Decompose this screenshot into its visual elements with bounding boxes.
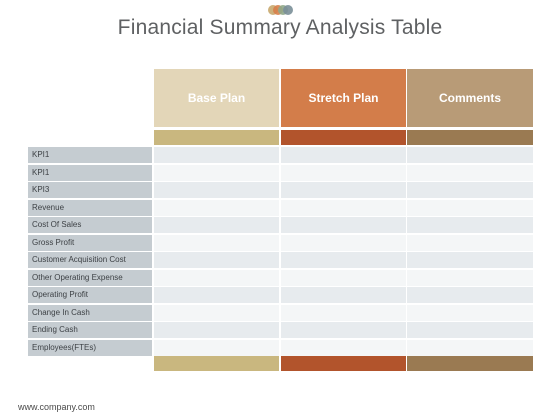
table-cell[interactable] — [407, 252, 533, 268]
table-cell[interactable] — [154, 182, 279, 198]
column-accent-bar-top — [407, 130, 533, 145]
table-cell[interactable] — [281, 235, 406, 251]
table-cell[interactable] — [154, 217, 279, 233]
column-accent-bar-bottom — [407, 355, 533, 371]
table-cell[interactable] — [154, 200, 279, 216]
table-cell[interactable] — [407, 270, 533, 286]
table-cell[interactable] — [407, 217, 533, 233]
row-label: Gross Profit — [28, 235, 152, 251]
logo-dots-icon — [268, 5, 294, 15]
table-cell[interactable] — [281, 270, 406, 286]
table-cell[interactable] — [407, 287, 533, 303]
table-cell[interactable] — [281, 252, 406, 268]
table-cell[interactable] — [407, 235, 533, 251]
table-cell[interactable] — [154, 322, 279, 338]
table-cell[interactable] — [281, 322, 406, 338]
table-cell[interactable] — [407, 305, 533, 321]
table-cell[interactable] — [154, 270, 279, 286]
column-accent-bar-bottom — [281, 355, 406, 371]
table-cell[interactable] — [281, 305, 406, 321]
table-cell[interactable] — [407, 322, 533, 338]
row-label: Revenue — [28, 200, 152, 216]
footer-website: www.company.com — [18, 402, 95, 412]
row-label: Other Operating Expense — [28, 270, 152, 286]
table-cell[interactable] — [407, 340, 533, 356]
column-header: Base Plan — [154, 69, 279, 127]
column-accent-bar-bottom — [154, 355, 279, 371]
row-label: KPI3 — [28, 182, 152, 198]
table-cell[interactable] — [407, 200, 533, 216]
table-cell[interactable] — [281, 165, 406, 181]
column-header: Stretch Plan — [281, 69, 406, 127]
table-cell[interactable] — [154, 165, 279, 181]
column-header: Comments — [407, 69, 533, 127]
table-cell[interactable] — [281, 287, 406, 303]
page-title: Financial Summary Analysis Table — [117, 16, 443, 39]
column-accent-bar-top — [154, 130, 279, 145]
table-cell[interactable] — [281, 340, 406, 356]
row-label: Customer Acquisition Cost — [28, 252, 152, 268]
table-cell[interactable] — [281, 182, 406, 198]
table-cell[interactable] — [407, 165, 533, 181]
column-accent-bar-top — [281, 130, 406, 145]
table-cell[interactable] — [154, 287, 279, 303]
row-label: Cost Of Sales — [28, 217, 152, 233]
table-cell[interactable] — [281, 147, 406, 163]
row-label: KPI1 — [28, 165, 152, 181]
table-cell[interactable] — [281, 200, 406, 216]
table-cell[interactable] — [407, 147, 533, 163]
row-label: Operating Profit — [28, 287, 152, 303]
row-label: Ending Cash — [28, 322, 152, 338]
table-cell[interactable] — [154, 235, 279, 251]
table-cell[interactable] — [154, 340, 279, 356]
row-label: KPI1 — [28, 147, 152, 163]
table-cell[interactable] — [154, 252, 279, 268]
row-label: Change In Cash — [28, 305, 152, 321]
row-label: Employees(FTEs) — [28, 340, 152, 356]
table-cell[interactable] — [281, 217, 406, 233]
table-cell[interactable] — [407, 182, 533, 198]
table-cell[interactable] — [154, 305, 279, 321]
logo-dot — [283, 5, 293, 15]
table-cell[interactable] — [154, 147, 279, 163]
